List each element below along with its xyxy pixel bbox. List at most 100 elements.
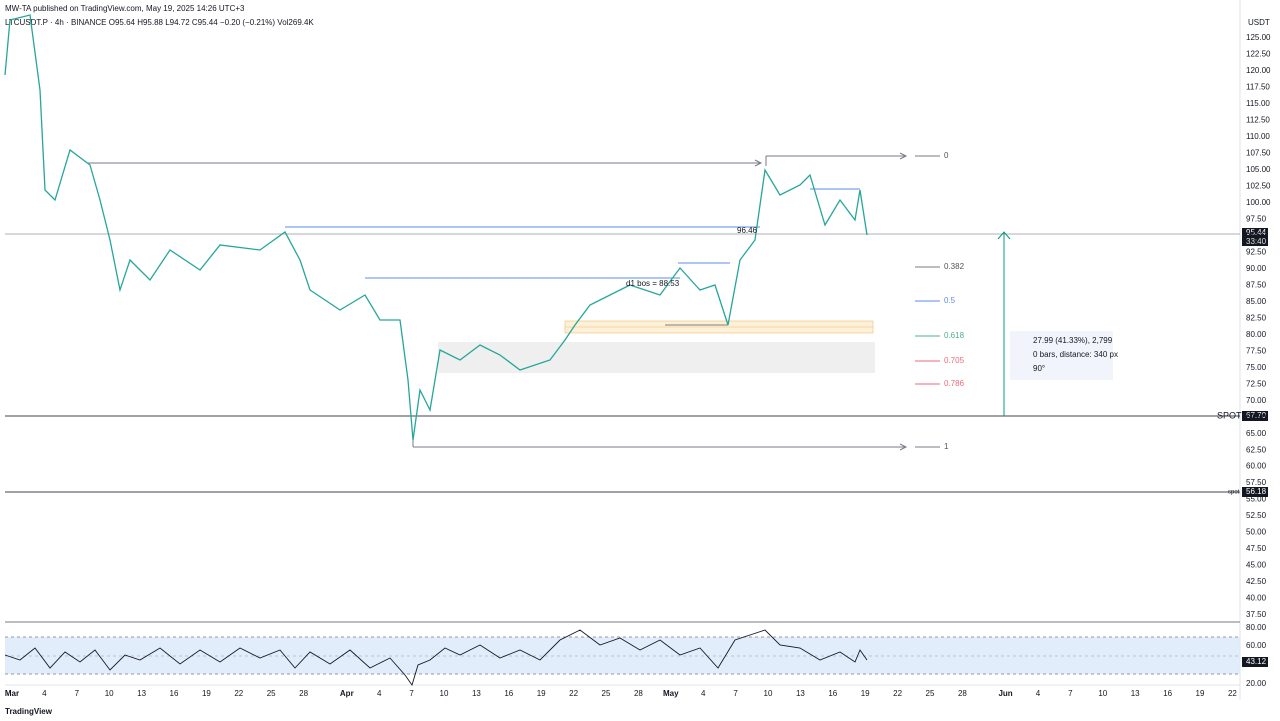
price-tick: 60.00 [1246,462,1267,471]
currency: USDT [1248,18,1270,27]
zone [438,342,875,373]
price-tick: 77.50 [1246,346,1267,355]
time-tick: 28 [634,689,643,698]
price-tick: 115.00 [1246,99,1270,108]
time-tick: 13 [137,689,146,698]
time-tick: 4 [42,689,47,698]
price-tick: 120.00 [1246,66,1271,75]
price-tick: 50.00 [1246,528,1267,537]
rsi-tick: 80.00 [1246,623,1267,632]
price-tick: 40.00 [1246,594,1267,603]
time-tick: 19 [202,689,211,698]
time-tick: 22 [1228,689,1237,698]
time-tick: 25 [926,689,935,698]
price-tick: 45.00 [1246,561,1267,570]
time-tick: 10 [1098,689,1107,698]
price-tick: 95.00 [1246,231,1267,240]
time-tick: 7 [1068,689,1073,698]
price-tick: 80.00 [1246,330,1267,339]
time-tick: 10 [105,689,114,698]
price-tick: 87.50 [1246,280,1267,289]
measure-text: 27.99 (41.33%), 2,799 [1033,336,1113,345]
price-tag [1242,228,1268,237]
countdown: 33:40 [1246,237,1267,246]
time-tick: 19 [861,689,870,698]
time-tick: 16 [170,689,179,698]
price-tag-text: 67.70 [1246,411,1267,420]
price-tick: 42.50 [1246,577,1267,586]
price-tick: 122.50 [1246,50,1271,59]
time-tick: 28 [299,689,308,698]
price-tick: 112.50 [1246,116,1270,125]
brand: TradingView [5,707,53,716]
fib-label: 0.705 [944,356,965,365]
price-trace [4,14,868,441]
time-tick: 22 [569,689,578,698]
time-tick: Apr [340,689,354,698]
time-tick: 4 [1036,689,1041,698]
rsi-band [5,637,1240,674]
fib-label: 0.382 [944,262,965,271]
arrow [899,152,908,160]
time-tick: 7 [409,689,414,698]
price-tick: 47.50 [1246,544,1267,553]
annotation: 96.46 [737,226,758,235]
time-tick: 7 [733,689,738,698]
rsi-tick: 20.00 [1246,679,1267,688]
line-label: SPOT [1217,410,1242,420]
fib-label: 0.786 [944,379,965,388]
time-tick: Mar [5,689,19,698]
published: MW-TA published on TradingView.com, May … [5,4,245,13]
rsi-tag-text: 43.12 [1246,657,1267,666]
price-tick: 85.00 [1246,297,1267,306]
time-tick: 19 [1196,689,1205,698]
price-tick: 57.50 [1246,478,1267,487]
price-tick: 107.50 [1246,149,1271,158]
price-tick: 125.00 [1246,33,1271,42]
price-tick: 37.50 [1246,610,1267,619]
time-tick: 13 [472,689,481,698]
price-tag [1242,411,1268,421]
price-tick: 97.50 [1246,214,1267,223]
time-tick: 19 [537,689,546,698]
price-tag-text: 95.44 [1246,228,1267,237]
price-tick: 90.00 [1246,264,1267,273]
price-tick: 105.00 [1246,165,1271,174]
price-tick: 55.00 [1246,495,1267,504]
fib-label: 0.5 [944,296,956,305]
fib-label: 0 [944,151,949,160]
price-tick: 67.50 [1246,412,1267,421]
fib-lines [915,155,940,448]
price-tag [1242,487,1268,497]
price-tag [1242,237,1268,246]
price-tick: 100.00 [1246,198,1271,207]
time-tick: 10 [440,689,449,698]
price-tick: 70.00 [1246,396,1267,405]
measure-text: 90° [1033,364,1045,373]
time-tick: May [663,689,679,698]
fib-label: 0.618 [944,331,965,340]
time-tick: Jun [998,689,1012,698]
time-tick: 7 [75,689,80,698]
price-tick: 65.00 [1246,429,1267,438]
measure-text: 0 bars, distance: 340 px [1033,350,1118,359]
rsi-trace [4,629,868,687]
time-tick: 25 [267,689,276,698]
annotation: d1 bos = 88.53 [626,279,680,288]
line-label: spot [1228,490,1240,496]
time-tick: 13 [1131,689,1140,698]
time-tick: 25 [602,689,611,698]
symbol-info: LTCUSDT.P · 4h · BINANCE O95.64 H95.88 L… [5,18,314,27]
arrow [997,231,1011,240]
arrow [754,159,763,167]
measure-box [1010,331,1113,380]
time-tick: 4 [377,689,382,698]
rsi-tick: 60.00 [1246,641,1267,650]
arrow [899,443,908,451]
price-tick: 82.50 [1246,313,1267,322]
price-tick: 52.50 [1246,511,1267,520]
rsi-tag [1242,657,1268,667]
fib-label: 1 [944,442,949,451]
time-tick: 22 [234,689,243,698]
